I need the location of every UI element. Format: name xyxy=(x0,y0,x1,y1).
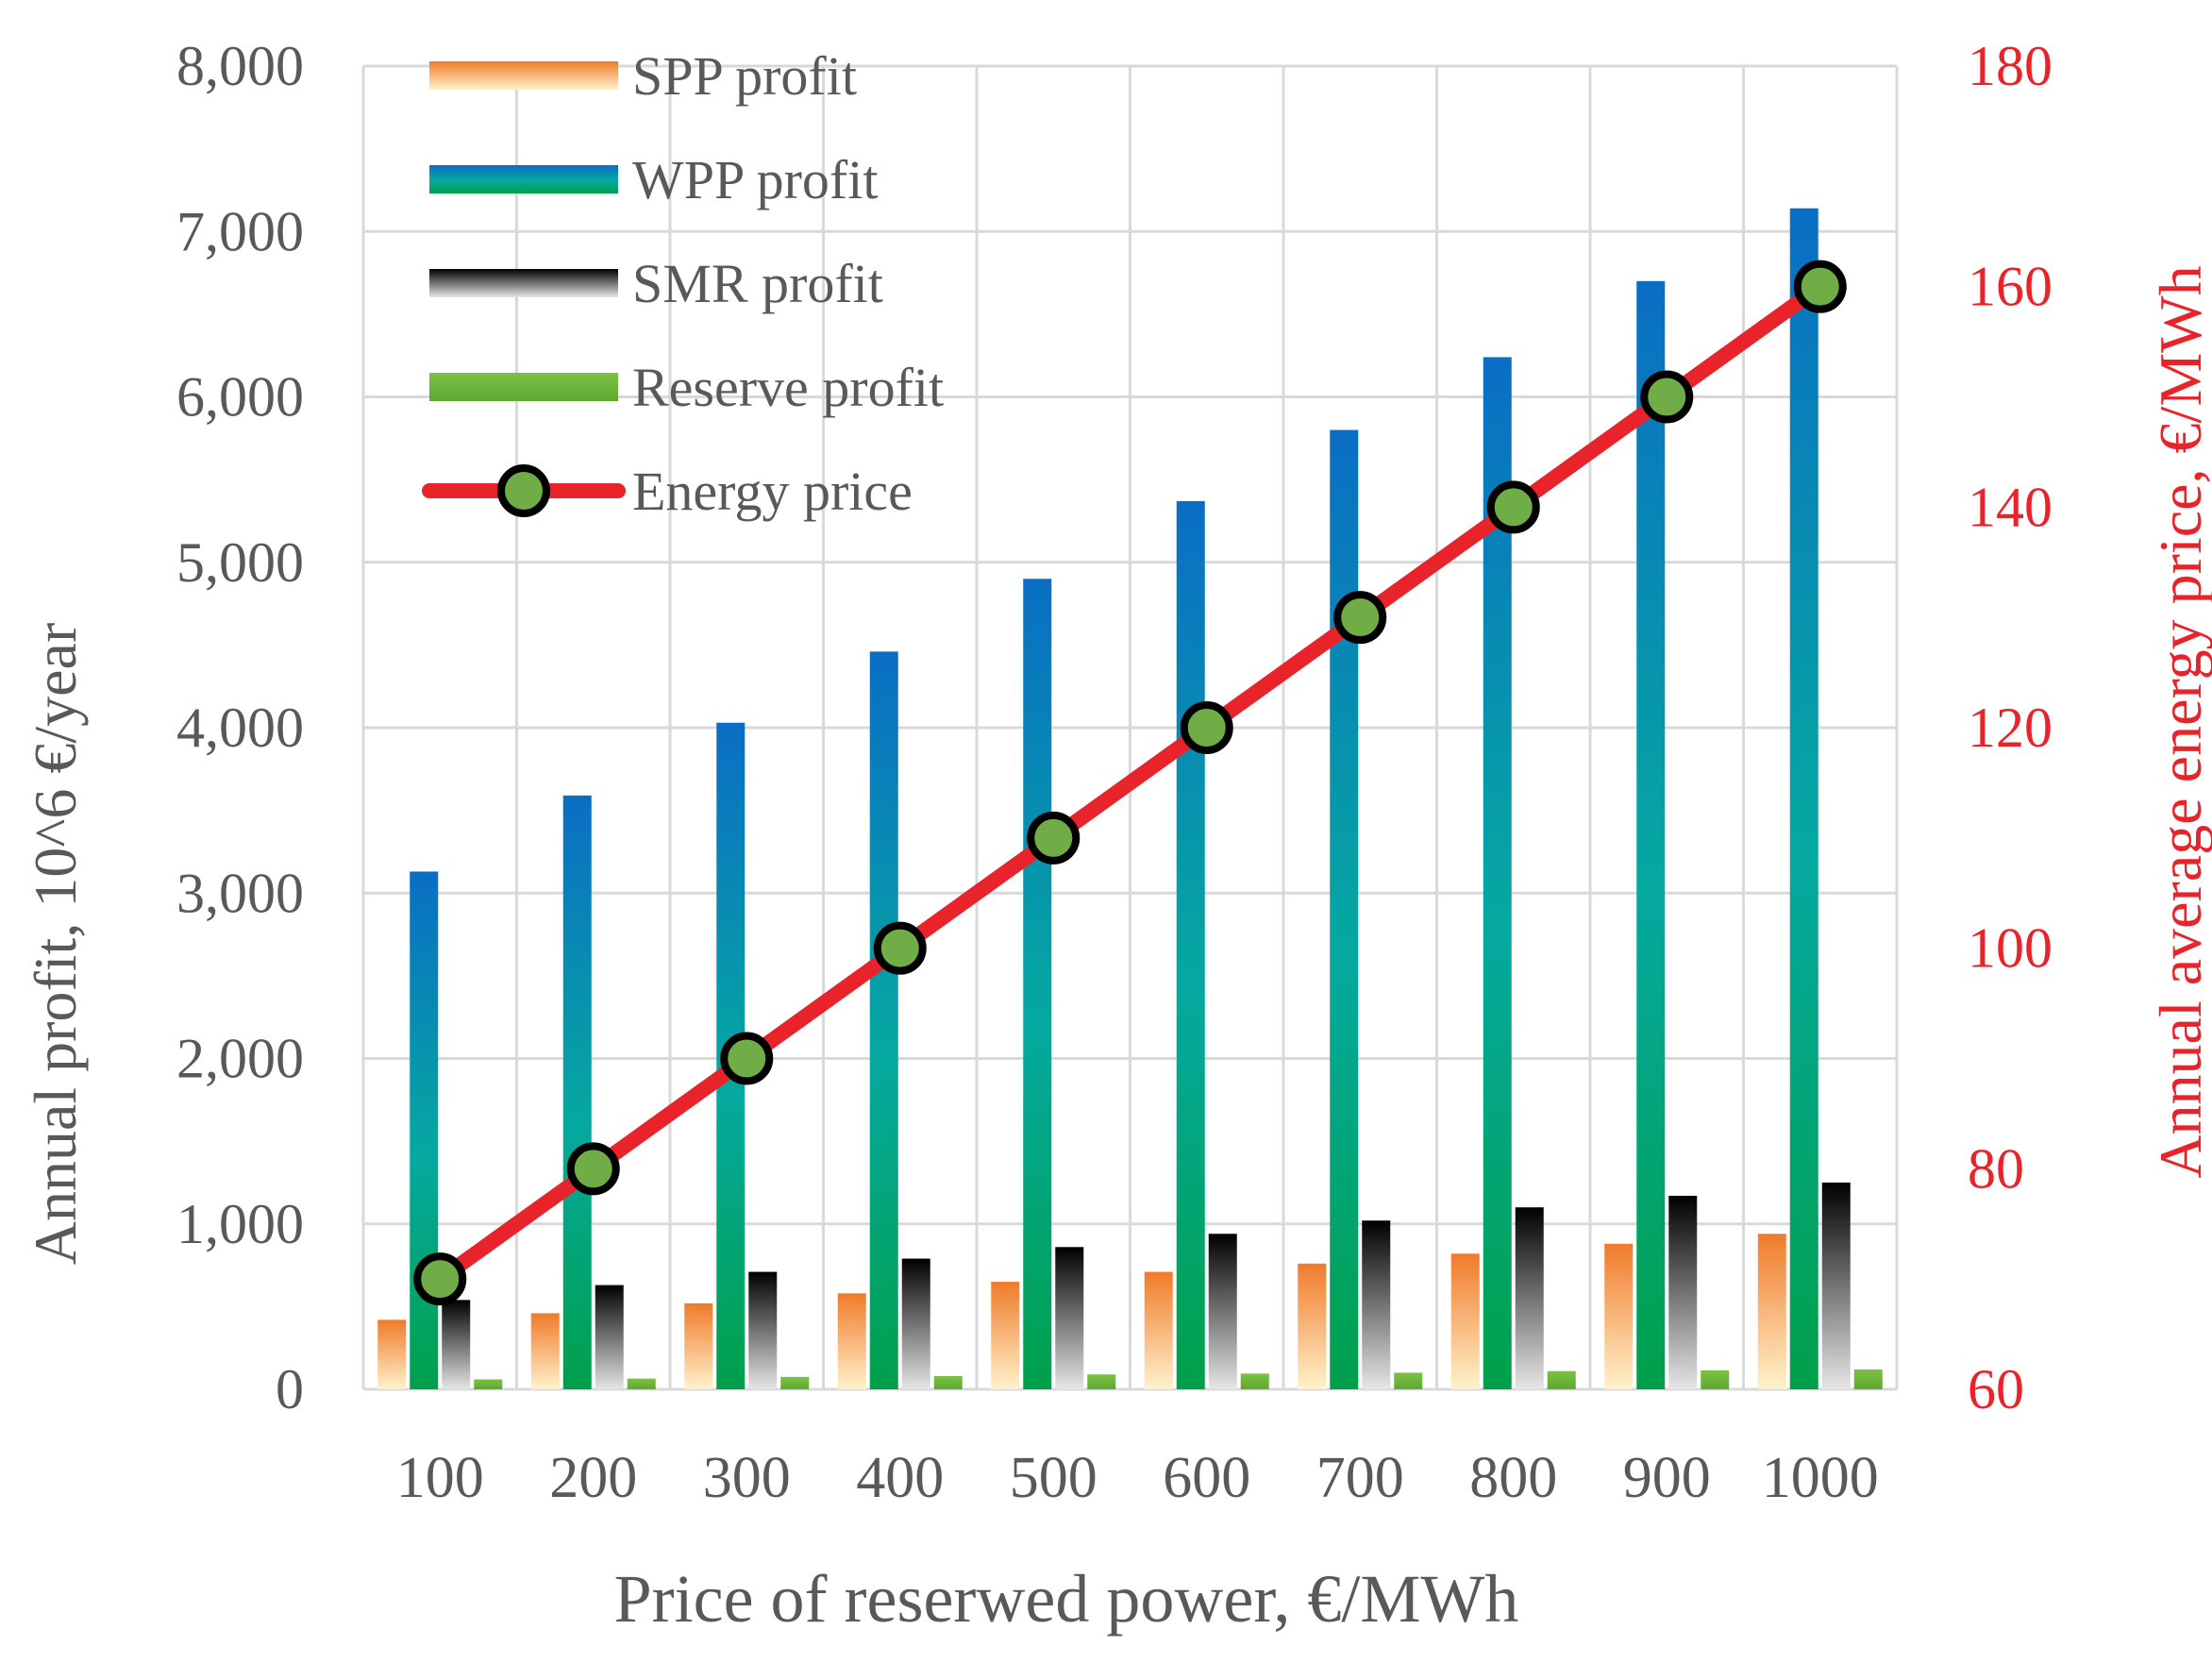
energy-price-point xyxy=(1333,591,1387,645)
energy-price-point xyxy=(413,1252,467,1306)
bar-wpp-profit xyxy=(1023,579,1052,1389)
x-tick-label: 500 xyxy=(1010,1446,1098,1510)
x-tick-label: 200 xyxy=(549,1446,637,1510)
bar-spp-profit xyxy=(1144,1271,1173,1389)
energy-price-point xyxy=(1486,480,1540,534)
x-tick-label: 300 xyxy=(703,1446,791,1510)
bar-spp-profit xyxy=(1298,1263,1327,1389)
legend-swatch-wpp-profit xyxy=(429,165,618,193)
bar-spp-profit xyxy=(991,1282,1020,1389)
y2-tick-label: 160 xyxy=(1968,256,2053,318)
bar-smr-profit xyxy=(1208,1234,1237,1389)
y-tick-label: 3,000 xyxy=(176,862,304,924)
bar-wpp-profit xyxy=(1330,429,1359,1389)
x-axis-title: Price of reserwed power, €/MWh xyxy=(614,1561,1519,1637)
bar-reserve-profit xyxy=(627,1378,656,1389)
bar-spp-profit xyxy=(1604,1243,1634,1389)
bar-smr-profit xyxy=(1821,1182,1851,1389)
y-tick-label: 0 xyxy=(276,1358,304,1420)
legend-label: WPP profit xyxy=(632,149,878,210)
x-tick-label: 800 xyxy=(1469,1446,1557,1510)
y-tick-label: 4,000 xyxy=(176,697,304,759)
bars xyxy=(377,208,1883,1390)
bar-spp-profit xyxy=(530,1313,560,1389)
bar-spp-profit xyxy=(377,1319,407,1389)
bar-reserve-profit xyxy=(933,1375,963,1389)
y-tick-label: 7,000 xyxy=(176,200,304,262)
y-tick-label: 6,000 xyxy=(176,366,304,428)
y2-tick-label: 120 xyxy=(1968,697,2053,759)
bar-reserve-profit xyxy=(1853,1369,1883,1389)
bar-spp-profit xyxy=(837,1293,866,1389)
energy-price-line xyxy=(435,280,1825,1285)
bar-reserve-profit xyxy=(1240,1373,1269,1389)
legend: SPP profit WPP profit SMR profit Reserve pr… xyxy=(422,45,944,522)
bar-smr-profit xyxy=(442,1300,471,1389)
bar-smr-profit xyxy=(1515,1207,1544,1389)
bar-wpp-profit xyxy=(869,651,898,1389)
y2-tick-label: 140 xyxy=(1968,476,2053,538)
legend-label: SMR profit xyxy=(632,253,883,314)
bar-smr-profit xyxy=(901,1258,930,1389)
bar-reserve-profit xyxy=(1701,1369,1730,1389)
bar-reserve-profit xyxy=(1547,1370,1576,1389)
y-axis-title: Annual profit, 10^6 €/year xyxy=(22,623,89,1266)
energy-price-point xyxy=(873,921,927,975)
y-tick-label: 2,000 xyxy=(176,1028,304,1090)
x-tick-label: 900 xyxy=(1623,1446,1711,1510)
legend-label: SPP profit xyxy=(632,45,857,107)
energy-price-point xyxy=(1640,370,1694,424)
x-tick-label: 100 xyxy=(396,1446,484,1510)
legend-label: Reserve profit xyxy=(632,357,944,418)
x-tick-label: 600 xyxy=(1163,1446,1250,1510)
legend-swatch-spp-profit xyxy=(429,61,618,90)
x-tick-label: 1000 xyxy=(1762,1446,1879,1510)
axis-ticks: 0 1,000 2,000 3,000 4,000 5,000 6,000 7,000 8,00… xyxy=(176,35,2053,1510)
bar-reserve-profit xyxy=(474,1379,503,1389)
bar-wpp-profit xyxy=(1176,500,1205,1389)
y-tick-label: 1,000 xyxy=(176,1193,304,1255)
energy-price-point xyxy=(1027,811,1081,865)
bar-smr-profit xyxy=(1055,1247,1084,1389)
legend-swatch-smr-profit xyxy=(429,269,618,297)
y2-tick-label: 60 xyxy=(1968,1358,2024,1420)
y-tick-label: 5,000 xyxy=(176,531,304,594)
legend-swatch-reserve-profit xyxy=(429,373,618,401)
bar-spp-profit xyxy=(684,1302,713,1389)
y2-tick-label: 80 xyxy=(1968,1137,2024,1200)
bar-smr-profit xyxy=(595,1285,624,1389)
bar-wpp-profit xyxy=(410,871,439,1389)
legend-label: Energy price xyxy=(632,461,913,522)
energy-price-point xyxy=(720,1032,774,1085)
y2-tick-label: 100 xyxy=(1968,917,2053,980)
bar-smr-profit xyxy=(1362,1220,1391,1389)
bar-spp-profit xyxy=(1450,1253,1480,1389)
bar-reserve-profit xyxy=(780,1376,810,1389)
bar-wpp-profit xyxy=(562,795,592,1389)
energy-price-line-group xyxy=(413,260,1847,1306)
energy-price-point xyxy=(1180,701,1233,754)
bar-wpp-profit xyxy=(1789,208,1818,1390)
energy-price-point xyxy=(1793,260,1847,313)
y-tick-label: 8,000 xyxy=(176,35,304,97)
bar-reserve-profit xyxy=(1087,1374,1116,1389)
legend-swatch-marker xyxy=(497,464,550,517)
bar-smr-profit xyxy=(1668,1195,1698,1389)
y2-tick-label: 180 xyxy=(1968,35,2053,97)
bar-smr-profit xyxy=(748,1271,778,1389)
y2-axis-title: Annual average energy price, €/MWh xyxy=(2147,265,2212,1178)
bar-spp-profit xyxy=(1757,1234,1786,1389)
bar-wpp-profit xyxy=(1636,280,1666,1390)
bar-reserve-profit xyxy=(1394,1372,1423,1389)
energy-price-point xyxy=(566,1142,620,1196)
x-tick-label: 400 xyxy=(856,1446,944,1510)
x-tick-label: 700 xyxy=(1316,1446,1404,1510)
